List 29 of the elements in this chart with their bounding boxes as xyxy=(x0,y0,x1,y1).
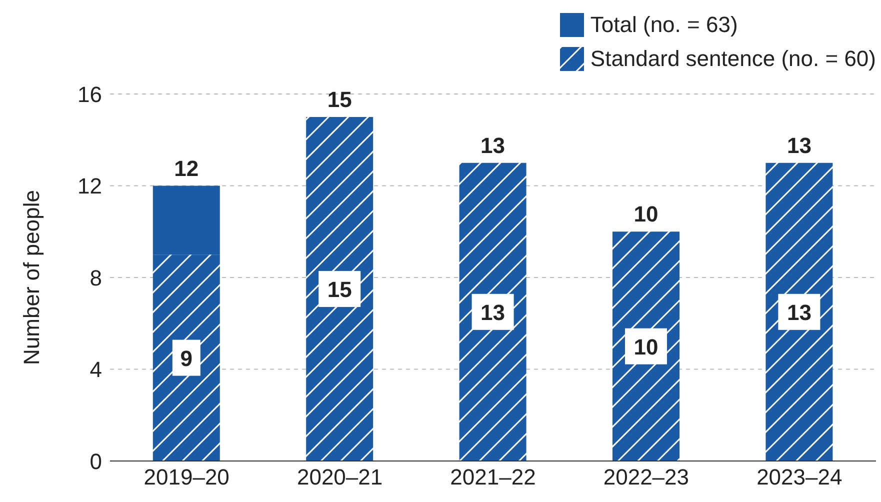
y-tick-label: 0 xyxy=(90,448,102,474)
data-label: 9 xyxy=(180,346,193,371)
data-label: 13 xyxy=(480,300,506,325)
total-label: 13 xyxy=(480,132,506,158)
y-tick-label: 12 xyxy=(78,174,102,199)
total-label: 10 xyxy=(634,202,658,227)
x-tick-label: 2023–24 xyxy=(756,464,842,490)
legend-label: Standard sentence (no. = 60) xyxy=(590,46,876,72)
x-tick-label: 2019–20 xyxy=(144,464,230,490)
data-label: 15 xyxy=(327,276,352,302)
total-label: 12 xyxy=(174,156,199,181)
total-label: 13 xyxy=(786,132,812,158)
bar xyxy=(306,116,374,461)
data-label: 10 xyxy=(634,334,658,360)
legend-label: Total (no. = 63) xyxy=(590,12,738,38)
total-label: 15 xyxy=(327,86,352,112)
bar xyxy=(152,254,220,461)
x-tick-label: 2020–21 xyxy=(296,464,383,490)
data-label: 13 xyxy=(786,300,812,325)
bar xyxy=(459,162,526,461)
y-tick-label: 4 xyxy=(90,357,102,382)
bar xyxy=(612,232,680,461)
bar xyxy=(152,186,220,255)
y-axis-title: Number of people xyxy=(18,190,44,365)
bar xyxy=(766,162,833,461)
x-tick-label: 2022–23 xyxy=(603,464,690,490)
y-tick-label: 8 xyxy=(90,265,102,290)
x-tick-label: 2021–22 xyxy=(450,464,536,490)
y-tick-label: 16 xyxy=(78,82,102,107)
